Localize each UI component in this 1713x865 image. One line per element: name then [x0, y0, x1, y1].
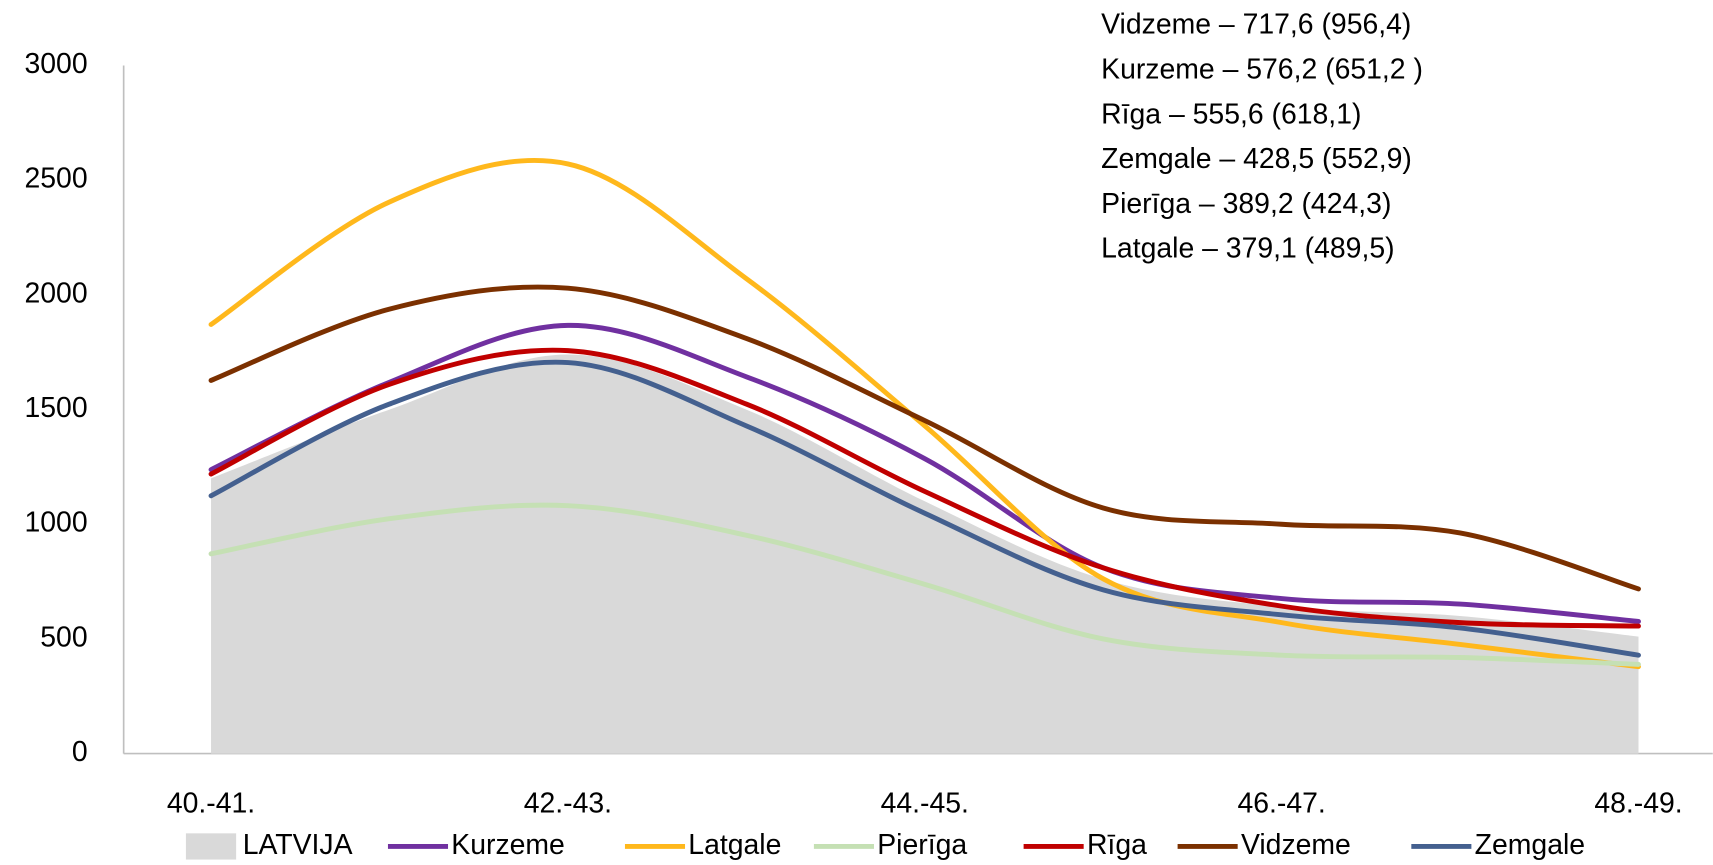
- annotation: Latgale – 379,1 (489,5): [1101, 233, 1394, 265]
- annotation: Zemgale – 428,5 (552,9): [1101, 143, 1412, 175]
- y-tick-label: 1500: [24, 392, 87, 424]
- y-tick-label: 0: [72, 736, 88, 768]
- legend-label: Zemgale: [1475, 829, 1585, 861]
- x-tick-label: 42.-43.: [524, 787, 612, 819]
- line: [208, 502, 1641, 667]
- y-tick-label: 3000: [24, 48, 87, 80]
- y-tick-label: 1000: [24, 507, 87, 539]
- line: [208, 157, 1641, 670]
- y-tick-label: 2000: [24, 277, 87, 309]
- x-tick-label: 44.-45.: [881, 787, 969, 819]
- x-tick-label: 46.-47.: [1237, 787, 1325, 819]
- line: [208, 359, 1641, 658]
- line: [208, 347, 1641, 629]
- annotation: Pierīga – 389,2 (424,3): [1101, 188, 1391, 220]
- line: [208, 284, 1641, 592]
- line: [208, 322, 1641, 624]
- legend-label: Pierīga: [877, 829, 967, 861]
- legend-label: LATVIJA: [243, 829, 353, 861]
- annotation: Vidzeme – 717,6 (956,4): [1101, 9, 1411, 41]
- area: [211, 354, 1639, 754]
- y-tick-label: 500: [40, 621, 87, 653]
- annotation: Rīga – 555,6 (618,1): [1101, 98, 1361, 130]
- legend-label: Kurzeme: [451, 829, 565, 861]
- annotation: Kurzeme – 576,2 (651,2 ): [1101, 53, 1423, 85]
- y-tick-label: 2500: [24, 163, 87, 195]
- legend-label: Rīga: [1087, 829, 1147, 861]
- legend-label: Vidzeme: [1241, 829, 1351, 861]
- legend-label: Latgale: [688, 829, 781, 861]
- x-tick-label: 48.-49.: [1594, 787, 1682, 819]
- x-tick-label: 40.-41.: [167, 787, 255, 819]
- legend-swatch: [185, 833, 237, 860]
